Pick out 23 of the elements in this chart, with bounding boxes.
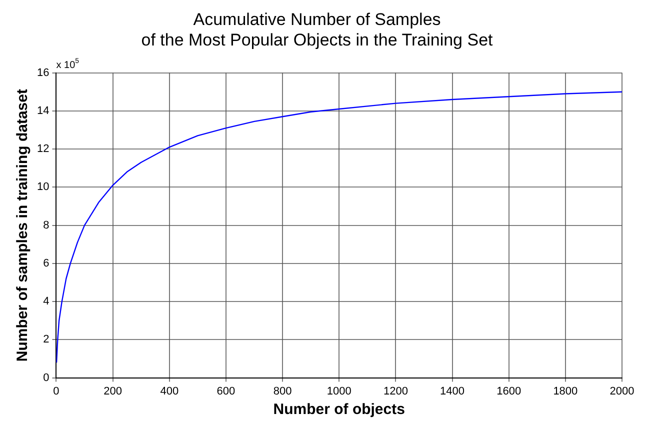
y-tick-label: 4: [43, 296, 50, 308]
x-tick-label: 1600: [496, 385, 522, 398]
x-axis-title: Number of objects: [273, 401, 405, 418]
x-tick-label: 800: [273, 385, 292, 398]
y-tick-label: 0: [43, 372, 50, 384]
x-tick-label: 400: [160, 385, 179, 398]
x-tick-label: 0: [53, 385, 60, 398]
y-axis-title: Number of samples in training dataset: [14, 89, 32, 362]
x-tick-label: 2000: [610, 385, 634, 398]
x-tick-label: 600: [216, 385, 236, 398]
y-tick-label: 6: [43, 257, 50, 270]
x-tick-label: 200: [104, 385, 122, 398]
x-tick-label: 1200: [383, 385, 408, 398]
y-tick-label: 2: [43, 334, 50, 346]
chart-title: Acumulative Number of Samples of the Most Popular Objects in the Training Set: [141, 10, 494, 50]
x-tick-label: 1800: [553, 385, 578, 398]
y-tick-label: 10: [36, 181, 50, 194]
y-tick-label: 14: [36, 104, 50, 117]
y-tick-label: 12: [36, 143, 50, 156]
y-tick-label: 8: [43, 219, 50, 232]
x-tick-label: 1400: [440, 385, 465, 398]
x-tick-label: 1000: [326, 385, 352, 398]
y-tick-label: 16: [36, 66, 50, 79]
